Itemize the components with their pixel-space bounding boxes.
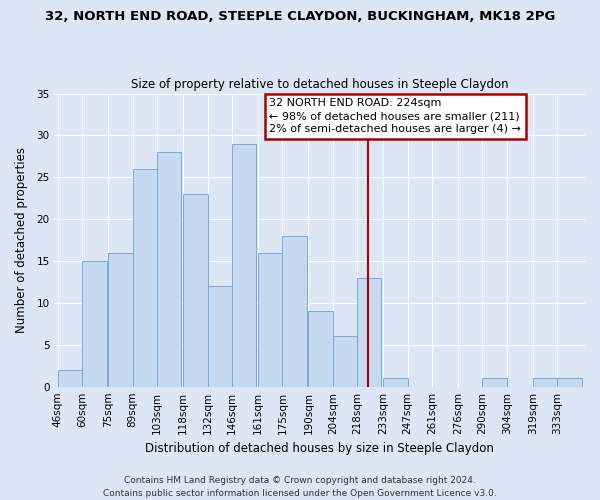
Bar xyxy=(109,252,133,386)
Bar xyxy=(232,144,256,386)
Text: 32 NORTH END ROAD: 224sqm
← 98% of detached houses are smaller (211)
2% of semi-: 32 NORTH END ROAD: 224sqm ← 98% of detac… xyxy=(269,98,521,134)
Bar xyxy=(283,236,307,386)
Bar xyxy=(557,378,581,386)
Bar xyxy=(383,378,407,386)
Bar xyxy=(82,261,107,386)
Bar xyxy=(533,378,557,386)
Text: 32, NORTH END ROAD, STEEPLE CLAYDON, BUCKINGHAM, MK18 2PG: 32, NORTH END ROAD, STEEPLE CLAYDON, BUC… xyxy=(45,10,555,23)
Text: Contains HM Land Registry data © Crown copyright and database right 2024.
Contai: Contains HM Land Registry data © Crown c… xyxy=(103,476,497,498)
Bar xyxy=(208,286,232,386)
Bar xyxy=(183,194,208,386)
Bar xyxy=(258,252,283,386)
Bar xyxy=(357,278,382,386)
Bar xyxy=(482,378,507,386)
Bar xyxy=(333,336,357,386)
Y-axis label: Number of detached properties: Number of detached properties xyxy=(15,147,28,333)
Bar xyxy=(133,169,157,386)
Title: Size of property relative to detached houses in Steeple Claydon: Size of property relative to detached ho… xyxy=(131,78,509,91)
Bar xyxy=(157,152,181,386)
Bar xyxy=(308,312,333,386)
Bar xyxy=(58,370,82,386)
X-axis label: Distribution of detached houses by size in Steeple Claydon: Distribution of detached houses by size … xyxy=(145,442,494,455)
